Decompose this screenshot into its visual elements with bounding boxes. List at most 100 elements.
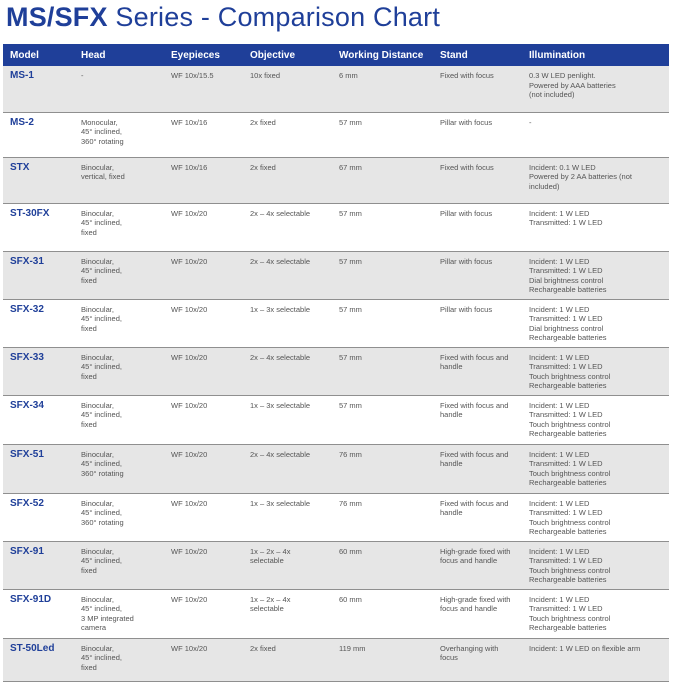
- cell-stand: Fixed with focus and handle: [433, 347, 522, 396]
- cell-head: Binocular, 45° inclined, fixed: [74, 203, 164, 252]
- cell-stand: Fixed with focus and handle: [433, 493, 522, 542]
- cell-objective: 2x fixed: [243, 112, 332, 158]
- cell-head: Binocular, 45° inclined, fixed: [74, 347, 164, 396]
- cell-stand: Pillar with focus: [433, 112, 522, 158]
- cell-stand: Overhanging with focus: [433, 638, 522, 682]
- header-row: Model Head Eyepieces Objective Working D…: [3, 44, 669, 66]
- table-row: SFX-51 Binocular, 45° inclined, 360° rota…: [3, 444, 669, 494]
- cell-illumination: Incident: 1 W LED Transmitted: 1 W LED D…: [522, 299, 669, 348]
- cell-illumination: Incident: 1 W LED on flexible arm: [522, 638, 669, 682]
- cell-illumination: Incident: 1 W LED Transmitted: 1 W LED T…: [522, 589, 669, 639]
- table-row: STX Binocular, vertical, fixed WF 10x/16 2x…: [3, 157, 669, 204]
- cell-head: Binocular, vertical, fixed: [74, 157, 164, 204]
- table-row: ST-50Led Binocular, 45° inclined, fixed WF…: [3, 638, 669, 682]
- cell-working-distance: 57 mm: [332, 347, 433, 396]
- cell-model: STX: [3, 157, 74, 204]
- cell-objective: 2x – 4x selectable: [243, 251, 332, 300]
- cell-stand: Fixed with focus and handle: [433, 444, 522, 494]
- cell-working-distance: 60 mm: [332, 541, 433, 590]
- cell-objective: 2x – 4x selectable: [243, 203, 332, 252]
- cell-eyepieces: WF 10x/20: [164, 493, 243, 542]
- column-header-objective: Objective: [243, 44, 332, 66]
- cell-stand: Pillar with focus: [433, 251, 522, 300]
- cell-eyepieces: WF 10x/20: [164, 251, 243, 300]
- cell-model: SFX-91: [3, 541, 74, 590]
- cell-illumination: Incident: 1 W LED Transmitted: 1 W LED: [522, 203, 669, 252]
- cell-objective: 2x fixed: [243, 638, 332, 682]
- cell-illumination: Incident: 1 W LED Transmitted: 1 W LED T…: [522, 347, 669, 396]
- table-row: SFX-33 Binocular, 45° inclined, fixed WF 1…: [3, 347, 669, 396]
- cell-eyepieces: WF 10x/20: [164, 444, 243, 494]
- cell-working-distance: 57 mm: [332, 112, 433, 158]
- cell-model: SFX-34: [3, 395, 74, 445]
- cell-illumination: Incident: 1 W LED Transmitted: 1 W LED T…: [522, 493, 669, 542]
- cell-illumination: Incident: 1 W LED Transmitted: 1 W LED T…: [522, 541, 669, 590]
- cell-eyepieces: WF 10x/20: [164, 347, 243, 396]
- comparison-table: Model Head Eyepieces Objective Working D…: [3, 44, 669, 682]
- cell-eyepieces: WF 10x/20: [164, 589, 243, 639]
- cell-head: -: [74, 66, 164, 113]
- cell-working-distance: 76 mm: [332, 444, 433, 494]
- cell-objective: 2x fixed: [243, 157, 332, 204]
- cell-stand: Fixed with focus and handle: [433, 395, 522, 445]
- cell-illumination: Incident: 1 W LED Transmitted: 1 W LED D…: [522, 251, 669, 300]
- cell-head: Binocular, 45° inclined, 360° rotating: [74, 444, 164, 494]
- cell-objective: 2x – 4x selectable: [243, 444, 332, 494]
- cell-objective: 2x – 4x selectable: [243, 347, 332, 396]
- cell-eyepieces: WF 10x/16: [164, 157, 243, 204]
- cell-model: ST-30FX: [3, 203, 74, 252]
- cell-model: SFX-51: [3, 444, 74, 494]
- table-row: SFX-91D Binocular, 45° inclined, 3 MP int…: [3, 589, 669, 639]
- cell-model: ST-50Led: [3, 638, 74, 682]
- cell-head: Binocular, 45° inclined, fixed: [74, 638, 164, 682]
- cell-eyepieces: WF 10x/16: [164, 112, 243, 158]
- page-title: MS/SFX Series - Comparison Chart: [6, 2, 440, 33]
- cell-objective: 1x – 3x selectable: [243, 493, 332, 542]
- column-header-illumination: Illumination: [522, 44, 669, 66]
- cell-working-distance: 6 mm: [332, 66, 433, 113]
- cell-stand: Fixed with focus: [433, 66, 522, 113]
- cell-eyepieces: WF 10x/15.5: [164, 66, 243, 113]
- cell-working-distance: 57 mm: [332, 299, 433, 348]
- cell-stand: Pillar with focus: [433, 203, 522, 252]
- cell-stand: High-grade fixed with focus and handle: [433, 541, 522, 590]
- cell-model: SFX-32: [3, 299, 74, 348]
- cell-illumination: Incident: 1 W LED Transmitted: 1 W LED T…: [522, 395, 669, 445]
- cell-working-distance: 57 mm: [332, 395, 433, 445]
- cell-illumination: Incident: 1 W LED Transmitted: 1 W LED T…: [522, 444, 669, 494]
- cell-objective: 1x – 3x selectable: [243, 395, 332, 445]
- cell-head: Binocular, 45° inclined, fixed: [74, 395, 164, 445]
- cell-eyepieces: WF 10x/20: [164, 299, 243, 348]
- cell-stand: High-grade fixed with focus and handle: [433, 589, 522, 639]
- cell-head: Binocular, 45° inclined, 360° rotating: [74, 493, 164, 542]
- cell-model: SFX-33: [3, 347, 74, 396]
- cell-working-distance: 119 mm: [332, 638, 433, 682]
- cell-objective: 1x – 2x – 4x selectable: [243, 589, 332, 639]
- cell-model: SFX-31: [3, 251, 74, 300]
- cell-objective: 1x – 2x – 4x selectable: [243, 541, 332, 590]
- cell-stand: Fixed with focus: [433, 157, 522, 204]
- column-header-head: Head: [74, 44, 164, 66]
- table-row: MS-2 Monocular, 45° inclined, 360° rotati…: [3, 112, 669, 158]
- cell-model: SFX-91D: [3, 589, 74, 639]
- column-header-model: Model: [3, 44, 74, 66]
- title-series-name: MS/SFX: [6, 2, 108, 32]
- cell-head: Binocular, 45° inclined, fixed: [74, 299, 164, 348]
- cell-objective: 10x fixed: [243, 66, 332, 113]
- cell-eyepieces: WF 10x/20: [164, 395, 243, 445]
- cell-eyepieces: WF 10x/20: [164, 541, 243, 590]
- cell-head: Binocular, 45° inclined, fixed: [74, 251, 164, 300]
- cell-illumination: -: [522, 112, 669, 158]
- cell-working-distance: 76 mm: [332, 493, 433, 542]
- cell-working-distance: 67 mm: [332, 157, 433, 204]
- table-row: SFX-52 Binocular, 45° inclined, 360° rota…: [3, 493, 669, 542]
- table-row: ST-30FX Binocular, 45° inclined, fixed WF …: [3, 203, 669, 252]
- cell-eyepieces: WF 10x/20: [164, 203, 243, 252]
- table-row: SFX-31 Binocular, 45° inclined, fixed WF 1…: [3, 251, 669, 300]
- cell-stand: Pillar with focus: [433, 299, 522, 348]
- cell-objective: 1x – 3x selectable: [243, 299, 332, 348]
- column-header-eyepieces: Eyepieces: [164, 44, 243, 66]
- table-row: MS-1- WF 10x/15.5 10x fixed 6 mm Fixed with …: [3, 66, 669, 113]
- cell-model: MS-2: [3, 112, 74, 158]
- cell-model: SFX-52: [3, 493, 74, 542]
